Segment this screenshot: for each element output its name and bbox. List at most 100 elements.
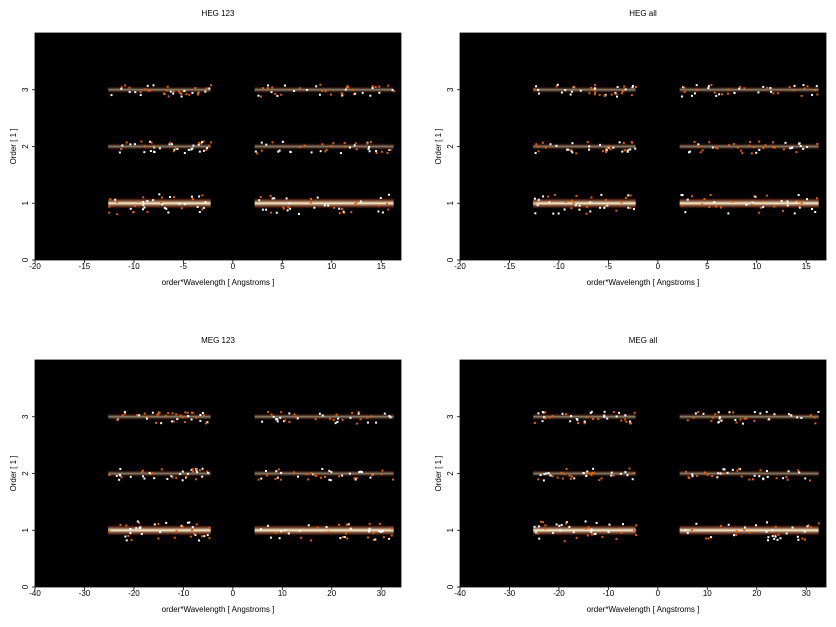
speckle [544,527,547,530]
x-tick-label: -5 [605,262,613,271]
speckle [327,530,330,533]
speckle [183,151,186,154]
speckle [188,521,191,524]
speckle [340,92,343,95]
speckle [202,414,205,417]
speckle [266,87,269,90]
speckle [800,94,803,97]
speckle [542,479,545,482]
speckle [774,534,777,537]
speckle [798,142,801,145]
speckle [744,526,747,529]
speckle [720,93,723,96]
speckle [631,141,634,144]
speckle [569,477,572,480]
speckle [629,148,632,151]
speckle [297,212,300,215]
speckle [748,531,751,534]
speckle [366,142,369,145]
speckle [169,141,172,144]
speckle [370,473,373,476]
speckle [808,479,811,482]
speckle [568,474,571,477]
speckle [310,472,313,475]
speckle [555,523,558,526]
speckle [180,93,183,96]
speckle [289,207,292,210]
speckle [588,92,591,95]
speckle [591,533,594,536]
speckle [598,93,601,96]
speckle [274,531,277,534]
speckle [624,196,627,199]
speckle [115,474,118,477]
speckle [727,212,730,215]
speckle [565,467,568,470]
speckle [183,420,186,423]
speckle [743,87,746,90]
speckle [543,416,546,419]
speckle [758,148,761,151]
speckle [135,527,138,530]
speckle [333,206,336,209]
speckle [602,150,605,153]
speckle [280,93,283,96]
speckle [123,410,126,413]
speckle [321,467,324,470]
speckle [160,201,163,204]
speckle [762,206,765,209]
speckle [690,195,693,198]
speckle [124,84,127,87]
speckle [569,420,572,423]
speckle [571,142,574,145]
x-tick-label: 20 [752,589,761,598]
speckle [108,474,111,477]
speckle [277,150,280,153]
speckle [773,146,776,149]
speckle [731,468,734,471]
speckle [354,478,357,481]
speckle [187,521,190,524]
speckle [345,532,348,535]
speckle [743,528,746,531]
speckle [378,85,381,88]
speckle [202,207,205,210]
speckle [564,89,567,92]
speckle [382,536,385,539]
speckle [369,476,372,479]
order-band [679,86,819,93]
speckle [195,523,198,526]
speckle [560,471,563,474]
speckle [387,193,390,196]
speckle [584,528,587,531]
speckle [681,194,684,197]
speckle [563,208,566,211]
x-tick-label: 10 [752,262,761,271]
speckle [809,414,812,417]
speckle [631,84,634,87]
speckle [717,472,720,475]
speckle [695,84,698,87]
speckle [166,85,169,88]
speckle [153,523,156,526]
speckle [680,194,683,197]
speckle [298,529,301,532]
speckle [116,201,119,204]
speckle [591,417,594,420]
speckle [354,142,357,145]
order-band [533,413,636,420]
speckle [355,201,358,204]
speckle [798,471,801,474]
speckle [535,143,538,146]
speckle [286,209,289,212]
speckle [119,467,122,470]
speckle [366,421,369,424]
speckle [293,413,296,416]
speckle [351,88,354,91]
speckle [570,475,573,478]
speckle [341,536,344,539]
speckle [755,151,758,154]
speckle [316,526,319,529]
speckle [592,467,595,470]
speckle [259,195,262,198]
